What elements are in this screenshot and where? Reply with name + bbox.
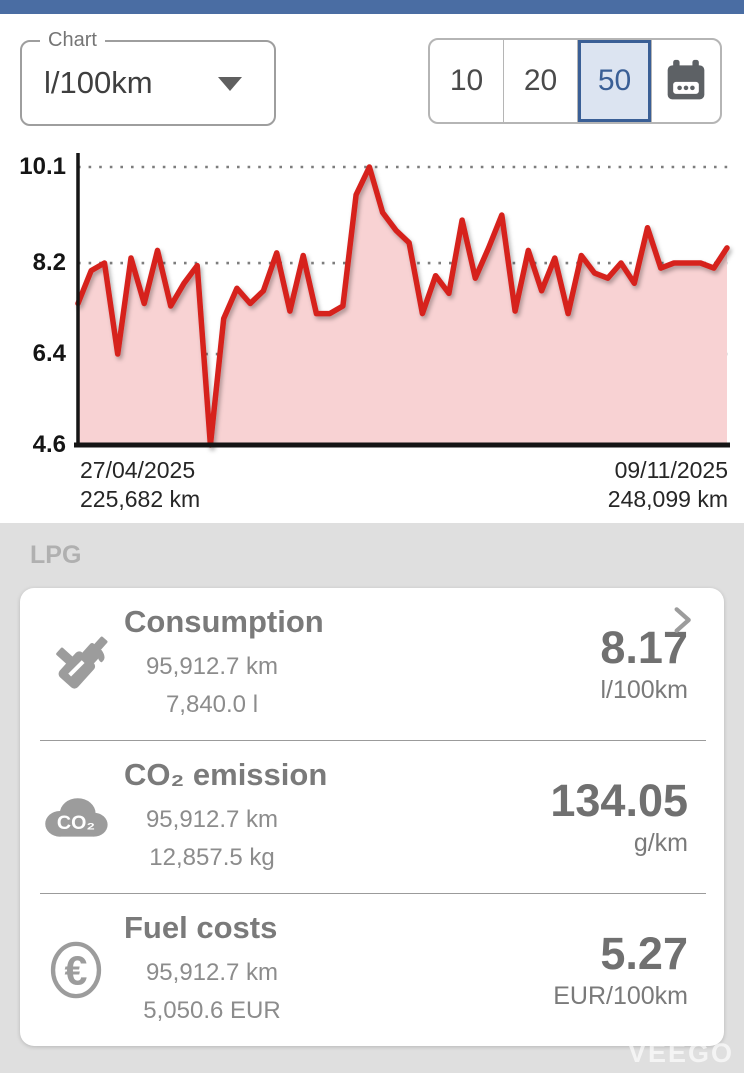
chart-type-select[interactable]: Chart l/100km <box>20 29 276 126</box>
chart-plot <box>74 153 730 448</box>
stat-value: 134.05 <box>550 774 688 826</box>
x-end-label: 09/11/2025 248,099 km <box>608 456 728 514</box>
svg-text:€: € <box>65 947 88 993</box>
chart-select-value: l/100km <box>44 65 153 100</box>
x-start-label: 27/04/2025 225,682 km <box>80 456 200 514</box>
stat-distance: 95,912.7 km <box>145 806 279 833</box>
stat-quantity: 7,840.0 l <box>165 691 259 718</box>
svg-text:CO₂: CO₂ <box>57 812 95 834</box>
chart-line <box>75 164 730 448</box>
y-tick: 10.1 <box>19 153 66 180</box>
row-divider <box>40 740 706 741</box>
stats-section: LPG Consumption 95,912.7 km 7,840.0 l 8.… <box>0 523 744 1073</box>
range-button-10[interactable]: 10 <box>430 40 504 122</box>
y-tick: 8.2 <box>32 249 66 277</box>
stat-unit: EUR/100km <box>553 981 688 1010</box>
x-end-odometer: 248,099 km <box>607 486 728 512</box>
dropdown-caret-icon <box>218 77 242 91</box>
stat-row[interactable]: € Fuel costs 95,912.7 km 5,050.6 EUR 5.2… <box>20 894 724 1046</box>
stat-title: Consumption <box>124 604 324 639</box>
stat-quantity: 12,857.5 kg <box>149 844 275 871</box>
stat-title: Fuel costs <box>124 910 278 945</box>
fuel-nozzle-icon <box>38 626 114 702</box>
euro-icon: € <box>38 932 114 1008</box>
range-button-50[interactable]: 50 <box>578 40 652 122</box>
stat-unit: l/100km <box>600 675 688 704</box>
chevron-right-icon[interactable] <box>666 604 698 636</box>
co2-cloud-icon: CO₂ <box>35 785 117 849</box>
watermark: VEEGO <box>627 1038 734 1068</box>
stat-title: CO₂ emission <box>124 757 328 792</box>
stat-quantity: 5,050.6 EUR <box>143 997 281 1024</box>
y-tick: 6.4 <box>32 340 66 368</box>
status-bar <box>0 0 744 14</box>
y-tick: 4.6 <box>32 431 66 458</box>
stat-value: 5.27 <box>600 927 688 979</box>
calendar-icon <box>667 59 705 100</box>
x-start-odometer: 225,682 km <box>80 486 201 512</box>
chart-select-label: Chart <box>40 29 105 52</box>
x-axis-labels: 27/04/2025 225,682 km 09/11/2025 248,099… <box>80 456 728 514</box>
consumption-chart: 10.1 8.2 6.4 4.6 27/04/2025 225,682 km 09/1… <box>0 140 744 523</box>
stat-row[interactable]: Consumption 95,912.7 km 7,840.0 l 8.17 l… <box>20 588 724 740</box>
fuel-type-label: LPG <box>30 541 82 569</box>
stat-value: 8.17 <box>600 621 688 673</box>
range-button-20[interactable]: 20 <box>504 40 578 122</box>
row-divider <box>40 893 706 894</box>
stat-row[interactable]: CO₂ CO₂ emission 95,912.7 km 12,857.5 kg… <box>20 741 724 893</box>
range-selector: 10 20 50 <box>428 38 722 124</box>
x-end-date: 09/11/2025 <box>614 457 728 483</box>
chart-area-fill <box>78 167 727 445</box>
stats-card: Consumption 95,912.7 km 7,840.0 l 8.17 l… <box>20 588 724 1046</box>
x-start-date: 27/04/2025 <box>80 457 196 483</box>
calendar-button[interactable] <box>652 40 720 122</box>
stat-distance: 95,912.7 km <box>145 653 279 680</box>
stat-distance: 95,912.7 km <box>145 959 279 986</box>
stat-unit: g/km <box>633 828 688 857</box>
